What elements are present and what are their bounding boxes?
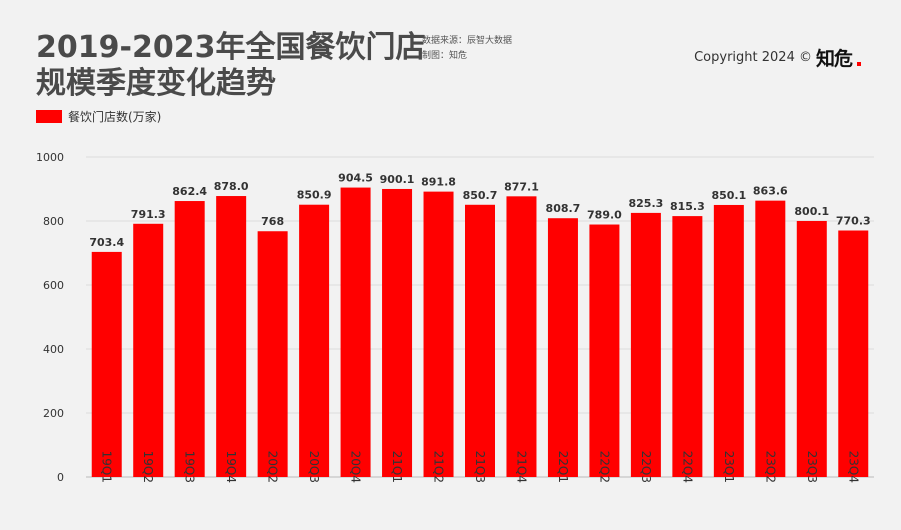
bar	[755, 200, 786, 477]
x-tick-label: 22Q3	[639, 451, 653, 483]
bar	[589, 224, 620, 477]
x-tick-label: 20Q4	[349, 451, 363, 483]
data-label: 825.3	[628, 197, 663, 210]
x-tick-label: 23Q4	[846, 451, 860, 483]
brand-logo: 知危	[815, 48, 853, 70]
legend-swatch	[36, 110, 62, 123]
bar	[133, 223, 164, 477]
data-label: 904.5	[338, 172, 373, 185]
legend-label: 餐饮门店数(万家)	[68, 110, 162, 124]
bar	[838, 230, 869, 477]
data-label: 808.7	[546, 202, 581, 215]
y-tick-label: 1000	[36, 151, 64, 164]
bar	[672, 216, 703, 477]
copyright-text: Copyright 2024 ©	[694, 50, 812, 65]
bar	[174, 201, 205, 478]
source-note: 数据来源：辰智大数据 制图：知危	[422, 34, 512, 64]
x-tick-label: 21Q4	[514, 451, 528, 483]
x-tick-label: 19Q2	[141, 451, 155, 483]
bar	[713, 204, 744, 477]
x-tick-label: 19Q3	[183, 451, 197, 483]
x-tick-label: 20Q2	[266, 451, 280, 483]
data-label: 862.4	[172, 185, 207, 198]
x-tick-label: 23Q3	[805, 451, 819, 483]
data-label: 815.3	[670, 200, 705, 213]
y-tick-label: 600	[43, 279, 64, 292]
bar	[506, 196, 537, 477]
bar	[91, 251, 122, 477]
x-tick-label: 20Q3	[307, 451, 321, 483]
x-tick-label: 19Q4	[224, 451, 238, 483]
title-line-2: 规模季度变化趋势	[36, 66, 276, 101]
made-by: 制图：知危	[422, 51, 468, 61]
copyright: Copyright 2024 © 知危	[694, 44, 861, 71]
data-label: 877.1	[504, 180, 539, 193]
data-label: 703.4	[89, 236, 124, 249]
legend: 餐饮门店数(万家)	[36, 108, 161, 125]
data-label: 791.3	[131, 208, 166, 221]
bar	[796, 220, 827, 477]
x-tick-label: 22Q1	[556, 451, 570, 483]
logo-dot	[857, 62, 861, 66]
bar	[630, 212, 661, 478]
data-label: 789.0	[587, 209, 622, 222]
data-label: 800.1	[794, 205, 829, 218]
x-tick-label: 21Q2	[432, 451, 446, 483]
data-source: 数据来源：辰智大数据	[422, 36, 513, 46]
data-label: 878.0	[214, 180, 249, 193]
x-tick-label: 22Q2	[597, 451, 611, 483]
bar	[465, 204, 495, 477]
data-label: 770.3	[836, 215, 871, 228]
x-tick-label: 23Q2	[763, 451, 777, 483]
data-label: 850.9	[297, 189, 332, 202]
y-tick-label: 800	[43, 215, 64, 228]
bar	[257, 231, 288, 477]
x-tick-label: 21Q1	[390, 451, 404, 483]
data-label: 863.6	[753, 185, 788, 198]
y-tick-label: 400	[43, 343, 64, 356]
bar	[216, 196, 247, 478]
title-line-1: 2019-2023年全国餐饮门店	[36, 30, 426, 65]
chart-title: 2019-2023年全国餐饮门店 规模季度变化趋势	[36, 30, 425, 102]
data-label: 850.7	[463, 189, 498, 202]
bar	[340, 187, 371, 477]
data-label: 891.8	[421, 176, 456, 189]
x-tick-label: 22Q4	[680, 451, 694, 483]
bar	[299, 204, 330, 477]
data-label: 850.1	[711, 189, 746, 202]
bar	[423, 191, 454, 477]
data-label: 768	[261, 215, 284, 228]
y-tick-label: 0	[57, 471, 64, 484]
y-tick-label: 200	[43, 407, 64, 420]
x-tick-label: 19Q1	[100, 451, 114, 483]
bar	[547, 218, 578, 477]
data-label: 900.1	[380, 173, 415, 186]
bar	[382, 188, 413, 477]
x-tick-label: 23Q1	[722, 451, 736, 483]
x-tick-label: 21Q3	[473, 451, 487, 483]
